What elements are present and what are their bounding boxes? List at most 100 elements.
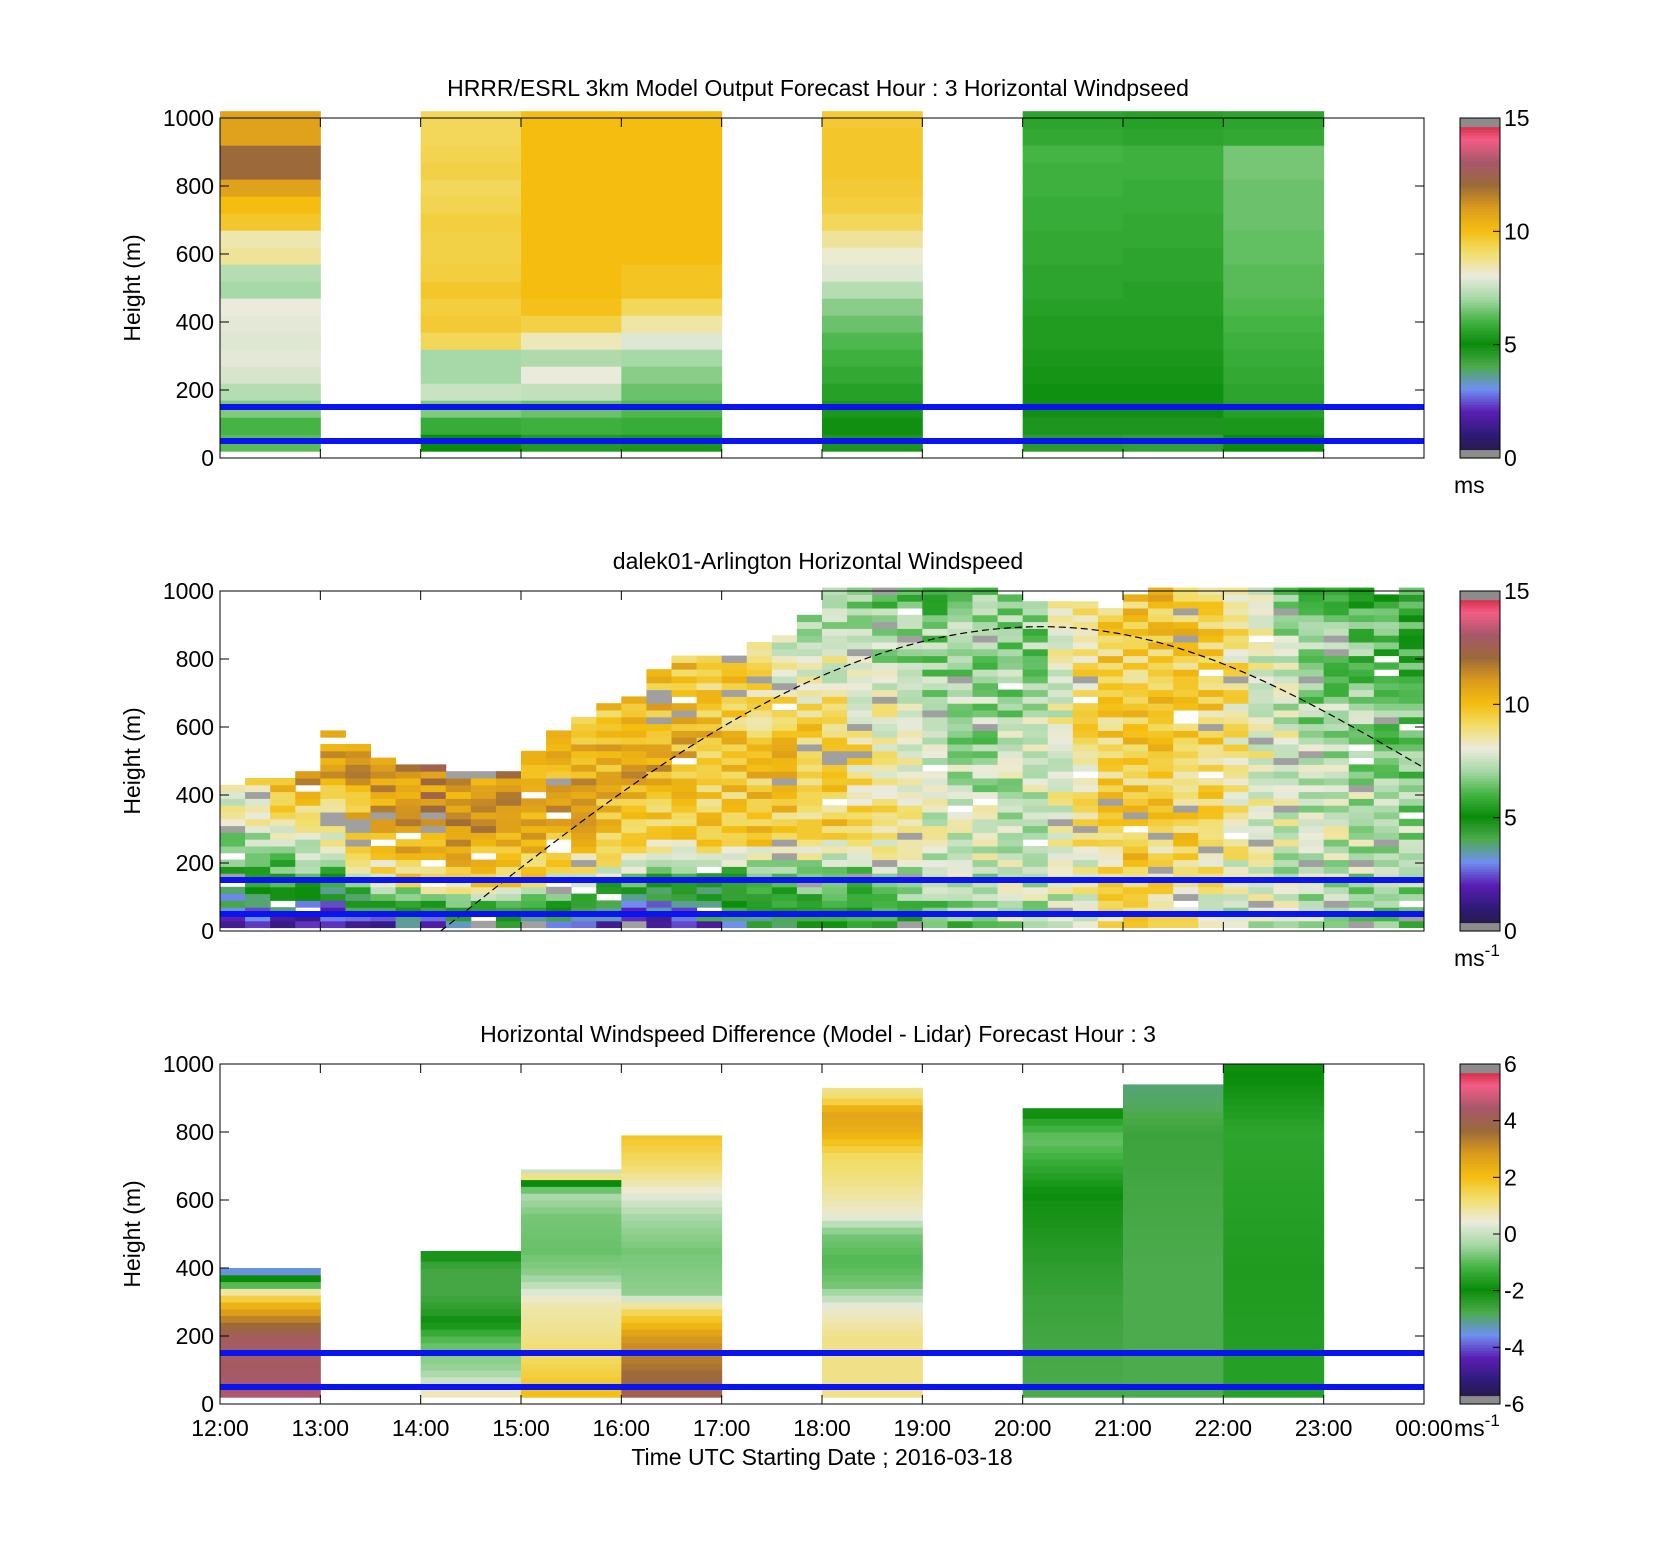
lidar-cell [345, 798, 371, 806]
lidar-cell [370, 880, 397, 888]
colorbar-swatch [1460, 1120, 1500, 1125]
lidar-cell [947, 846, 973, 854]
lidar-cell [1348, 676, 1375, 684]
model-cell [521, 179, 622, 197]
lidar-cell [1398, 818, 1425, 827]
model-cell [621, 196, 723, 214]
lidar-cell [922, 744, 948, 752]
lidar-cell [295, 771, 321, 779]
lidar-cell [721, 784, 748, 793]
lidar-cell [345, 825, 371, 833]
lidar-cell [270, 873, 296, 881]
lidar-cell [822, 839, 848, 847]
lidar-cell [1398, 621, 1425, 629]
model-cell [220, 213, 321, 231]
lidar-cell [771, 710, 798, 718]
difference-cell [1123, 1240, 1224, 1249]
difference-cell [822, 1315, 923, 1323]
lidar-cell [1047, 818, 1074, 827]
colorbar-swatch [1460, 1069, 1500, 1074]
lidar-cell [495, 805, 522, 813]
lidar-cell [1148, 648, 1174, 657]
lidar-cell [1173, 771, 1199, 779]
lidar-cell [872, 778, 898, 786]
lidar-cell [847, 676, 873, 684]
lidar-cell [847, 710, 873, 718]
colorbar-unit-label: ms-1 [1454, 1411, 1500, 1441]
colorbar-swatch [1460, 639, 1500, 643]
lidar-cell [571, 825, 597, 833]
lidar-cell [1273, 920, 1300, 929]
lidar-cell [1198, 914, 1224, 922]
lidar-cell [596, 873, 622, 881]
lidar-cell [1373, 798, 1400, 806]
model-cell [220, 281, 321, 299]
lidar-cell [1323, 669, 1350, 677]
lidar-cell [1223, 594, 1249, 602]
lidar-cell [847, 812, 873, 820]
lidar-cell [847, 682, 873, 691]
model-cell [420, 162, 522, 180]
colorbar-swatch [1460, 1282, 1500, 1286]
lidar-cell [746, 812, 773, 820]
lidar-cell [1123, 914, 1149, 922]
lidar-cell [922, 757, 948, 765]
lidar-cell [470, 825, 497, 833]
difference-cell [621, 1308, 723, 1317]
colorbar-swatch [1460, 687, 1500, 691]
lidar-cell [621, 866, 647, 874]
lidar-cell [1298, 839, 1325, 847]
lidar-cell [721, 703, 748, 711]
difference-cell [822, 1087, 923, 1092]
lidar-cell [922, 846, 948, 854]
lidar-cell [1373, 676, 1400, 684]
lidar-cell [521, 805, 547, 813]
lidar-cell [596, 839, 622, 847]
colorbar-swatch [1460, 387, 1500, 391]
lidar-cell [571, 805, 597, 813]
lidar-cell [1323, 778, 1350, 786]
difference-cell [1223, 1118, 1325, 1126]
lidar-cell [1148, 798, 1174, 806]
lidar-cell [872, 669, 898, 677]
lidar-cell [696, 832, 723, 840]
model-cell [420, 315, 522, 333]
lidar-cell [1348, 601, 1375, 609]
lidar-cell [771, 642, 798, 650]
difference-cell [1223, 1186, 1325, 1194]
colorbar-swatch [1460, 211, 1500, 215]
lidar-cell [922, 642, 948, 650]
model-cell [1123, 349, 1224, 367]
lidar-cell [1097, 614, 1124, 623]
lidar-cell [1148, 886, 1174, 895]
lidar-cell [796, 655, 823, 663]
lidar-cell [1273, 914, 1300, 922]
colorbar-swatch [1460, 1214, 1500, 1218]
colorbar-swatch [1460, 1355, 1500, 1360]
lidar-cell [1173, 608, 1199, 616]
lidar-cell [847, 832, 873, 840]
difference-cell [1022, 1179, 1124, 1187]
lidar-cell [922, 669, 948, 677]
lidar-cell [1173, 621, 1199, 629]
lidar-cell [571, 784, 597, 793]
lidar-cell [922, 832, 948, 840]
lidar-cell [546, 730, 572, 738]
difference-cell [1022, 1159, 1124, 1167]
lidar-cell [1123, 880, 1149, 888]
lidar-cell [972, 689, 999, 697]
lidar-cell [922, 594, 948, 602]
lidar-cell [872, 621, 898, 629]
difference-cell [1123, 1288, 1224, 1296]
lidar-cell [922, 866, 948, 874]
model-cell [621, 315, 723, 333]
difference-cell [822, 1125, 923, 1133]
difference-cell [1123, 1213, 1224, 1221]
lidar-cell [1373, 880, 1400, 888]
lidar-cell [1373, 635, 1400, 643]
lidar-cell [320, 784, 346, 793]
panel-difference-title: Horizontal Windspeed Difference (Model -… [480, 1021, 1156, 1047]
lidar-cell [997, 676, 1024, 684]
lidar-cell [1323, 832, 1350, 840]
lidar-cell [495, 866, 522, 874]
